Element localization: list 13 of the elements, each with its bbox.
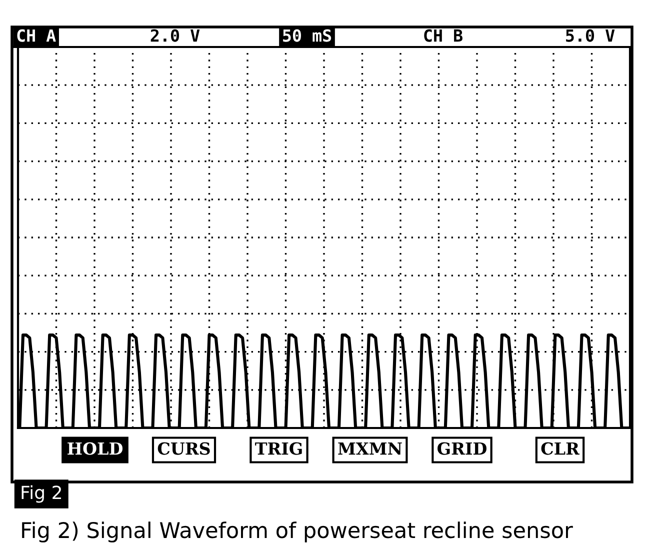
text: MXMN bbox=[338, 442, 402, 455]
text: 2.0 V bbox=[150, 29, 200, 42]
text: CURS bbox=[158, 442, 210, 455]
text: CH A bbox=[17, 29, 56, 42]
caption: Fig 2 bbox=[22, 485, 61, 503]
text: HOLD bbox=[68, 442, 123, 455]
text: 50 mS bbox=[283, 29, 332, 42]
text: CH B bbox=[424, 29, 462, 42]
caption: Fig 2) Signal Waveform of powerseat recline sensor bbox=[22, 522, 573, 542]
text: 5.0 V bbox=[566, 29, 615, 42]
text: CLR bbox=[541, 442, 580, 455]
text: GRID bbox=[438, 442, 486, 455]
text: TRIG bbox=[255, 442, 302, 455]
